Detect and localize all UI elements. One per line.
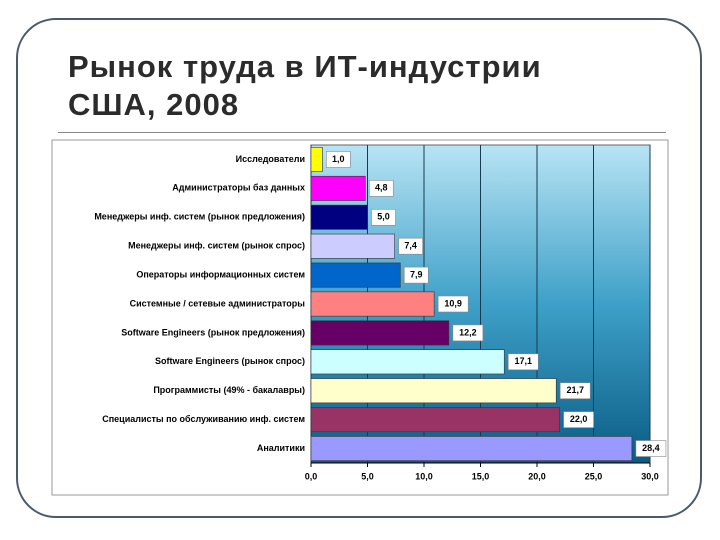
value-label-box <box>635 440 667 457</box>
bar <box>310 262 401 288</box>
y-tick-label: Менеджеры инф. систем (рынок спрос) <box>128 241 305 251</box>
value-label-box <box>398 237 423 255</box>
y-tick-label: Специалисты по обслуживанию инф. систем <box>102 414 305 424</box>
y-tick-label: Аналитики <box>257 443 305 453</box>
bar <box>310 349 505 375</box>
y-tick-label: Системные / сетевые администраторы <box>130 298 306 308</box>
value-label-box <box>437 295 469 313</box>
slide-frame <box>16 18 702 518</box>
value-label-box <box>325 151 351 168</box>
value-label: 22,0 <box>570 414 588 424</box>
slide-title: Рынок труда в ИТ-индустрии США, 2008 <box>68 49 542 122</box>
value-label: 12,2 <box>459 327 477 337</box>
x-tick-label: 0,0 <box>305 471 318 481</box>
value-label-box <box>452 324 484 342</box>
bar <box>310 291 435 317</box>
y-tick-label: Менеджеры инф. систем (рынок предложения… <box>94 212 305 222</box>
bar <box>310 204 368 230</box>
value-label-box <box>368 180 394 197</box>
bar <box>310 378 557 404</box>
value-label: 10,9 <box>444 298 462 308</box>
value-label-box <box>563 411 594 428</box>
bar <box>310 320 450 346</box>
y-tick-label: Исследователи <box>236 154 305 164</box>
value-label: 5,0 <box>377 212 390 222</box>
value-label: 4,8 <box>375 183 388 193</box>
bar <box>310 407 560 433</box>
bar <box>310 436 633 461</box>
value-label: 7,4 <box>404 241 417 251</box>
value-label: 1,0 <box>332 154 345 164</box>
x-tick-label: 15,0 <box>472 471 490 481</box>
y-tick-label: Программисты (49% - бакалавры) <box>153 385 305 395</box>
value-label-box <box>507 353 539 371</box>
x-tick-label: 25,0 <box>585 471 603 481</box>
value-label: 17,1 <box>514 356 532 366</box>
value-label: 21,7 <box>566 385 584 395</box>
y-tick-label: Операторы информационных систем <box>136 269 305 279</box>
x-tick-label: 5,0 <box>361 471 374 481</box>
title-rule <box>58 132 666 133</box>
bar <box>310 147 323 172</box>
value-label-box <box>559 382 591 400</box>
x-tick-label: 20,0 <box>528 471 546 481</box>
bar <box>310 233 395 259</box>
y-tick-label: Software Engineers (рынок предложения) <box>121 327 305 337</box>
value-label: 7,9 <box>410 269 423 279</box>
x-tick-label: 30,0 <box>641 471 659 481</box>
value-label-box <box>403 266 429 284</box>
value-label: 28,4 <box>642 443 660 453</box>
x-tick-label: 10,0 <box>415 471 433 481</box>
value-label-box <box>371 208 396 226</box>
bar <box>310 175 366 201</box>
y-tick-label: Software Engineers (рынок спрос) <box>155 356 305 366</box>
y-tick-label: Администраторы баз данных <box>172 183 305 193</box>
